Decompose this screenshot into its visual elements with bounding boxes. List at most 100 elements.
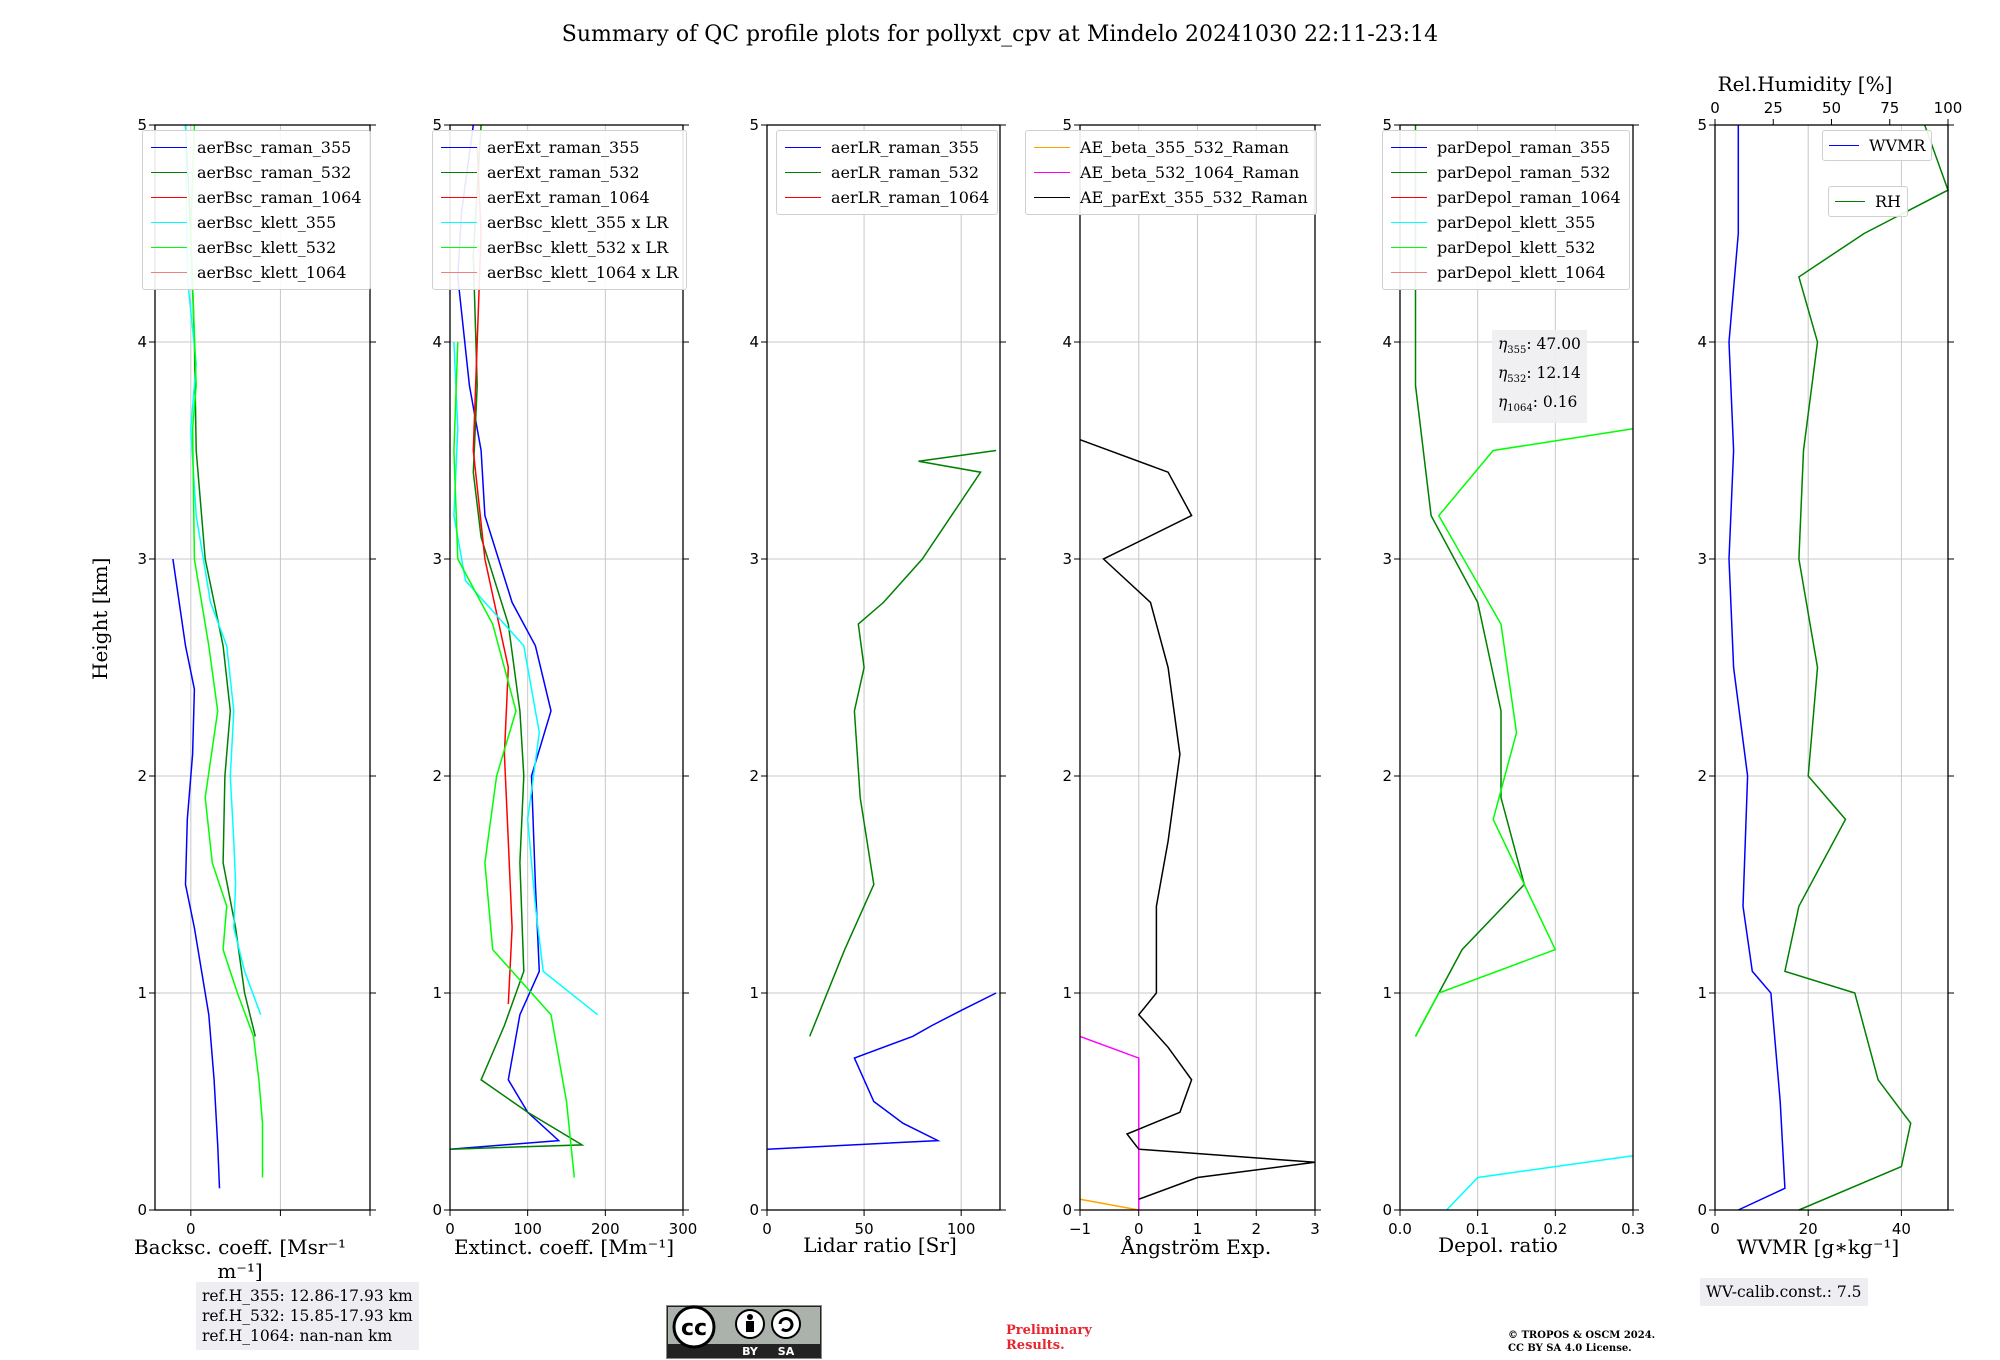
series-AE_parExt_355_532_Raman bbox=[1079, 438, 1316, 1200]
legend-rh: RH bbox=[1828, 186, 1908, 217]
x-tick-label: 0.1 bbox=[1466, 1220, 1490, 1238]
y-tick-label: 5 bbox=[432, 116, 442, 134]
legend-entry: parDepol_klett_532 bbox=[1391, 235, 1621, 260]
panel-bsc: 0 0 1 2 3 4 5 bbox=[137, 116, 376, 1238]
y-tick-label: 2 bbox=[432, 767, 442, 785]
panel-dep: 0.0 0.1 0.2 0.3 0 1 2 3 4 5 bbox=[1382, 116, 1644, 1238]
y-tick-label: 3 bbox=[432, 550, 442, 568]
y-tick-label: 3 bbox=[137, 550, 147, 568]
x-tick-label: 0.3 bbox=[1621, 1220, 1645, 1238]
cc-license-logo: cc BY SA bbox=[666, 1305, 822, 1359]
legend-entry: aerExt_raman_1064 bbox=[441, 185, 678, 210]
y-tick-label: 0 bbox=[1062, 1201, 1072, 1219]
legend-entry: aerLR_raman_355 bbox=[785, 135, 989, 160]
x-tick-label: −1 bbox=[1069, 1220, 1091, 1238]
legend-entry: aerBsc_raman_532 bbox=[151, 160, 362, 185]
eta-532: η532: 12.14 bbox=[1498, 364, 1581, 386]
legend-entry: parDepol_raman_355 bbox=[1391, 135, 1621, 160]
legend-entry: aerBsc_klett_1064 bbox=[151, 260, 362, 285]
y-tick-label: 0 bbox=[137, 1201, 147, 1219]
y-tick-label: 4 bbox=[1062, 333, 1072, 351]
x-tick-label: 1 bbox=[1193, 1220, 1203, 1238]
y-tick-label: 5 bbox=[137, 116, 147, 134]
y-tick-label: 5 bbox=[749, 116, 759, 134]
y-tick-label: 3 bbox=[1382, 550, 1392, 568]
x-tick-label: 40 bbox=[1892, 1220, 1911, 1238]
legend-entry: parDepol_klett_1064 bbox=[1391, 260, 1621, 285]
eta-1064: η1064: 0.16 bbox=[1498, 393, 1578, 415]
series-parDepol_raman_532 bbox=[1414, 125, 1526, 1037]
series-AE_beta_532_1064_Raman bbox=[1079, 1035, 1140, 1210]
legend-entry: aerBsc_klett_532 bbox=[151, 235, 362, 260]
y-tick-label: 3 bbox=[1697, 550, 1707, 568]
y-tick-label: 0 bbox=[1697, 1201, 1707, 1219]
legend-entry: parDepol_klett_355 bbox=[1391, 210, 1621, 235]
y-tick-label: 1 bbox=[432, 984, 442, 1002]
y-tick-label: 4 bbox=[1382, 333, 1392, 351]
axes-frame bbox=[1399, 124, 1634, 1211]
xlabel-dep: Depol. ratio bbox=[1438, 1233, 1558, 1257]
legend-entry: aerBsc_raman_355 bbox=[151, 135, 362, 160]
legend-entry: AE_beta_532_1064_Raman bbox=[1034, 160, 1308, 185]
series-aerExt_raman_355 bbox=[449, 124, 561, 1150]
axes-frame bbox=[449, 124, 684, 1211]
x-tick-label: 0 bbox=[762, 1220, 772, 1238]
y-tick-label: 2 bbox=[1382, 767, 1392, 785]
x-tick-label: 200 bbox=[591, 1220, 620, 1238]
x-tick-label: 100 bbox=[513, 1220, 542, 1238]
top-tick-label: 75 bbox=[1880, 99, 1899, 117]
top-tick-label: 100 bbox=[1934, 99, 1963, 117]
series-parDepol_klett_532 bbox=[1414, 428, 1634, 1037]
rh-axis-label: Rel.Humidity [%] bbox=[1717, 72, 1893, 96]
legend-entry: aerLR_raman_532 bbox=[785, 160, 989, 185]
x-tick-label: 2 bbox=[1251, 1220, 1261, 1238]
y-tick-label: 3 bbox=[749, 550, 759, 568]
xlabel-bsc: Backsc. coeff. [Msr⁻¹ m⁻¹] bbox=[133, 1235, 347, 1283]
series-AE_beta_355_532_Raman bbox=[1079, 1198, 1139, 1211]
y-tick-label: 1 bbox=[1382, 984, 1392, 1002]
series-aerExt_raman_532 bbox=[449, 124, 585, 1150]
y-tick-label: 0 bbox=[749, 1201, 759, 1219]
legend-entry: aerLR_raman_1064 bbox=[785, 185, 989, 210]
legend-entry: aerExt_raman_532 bbox=[441, 160, 678, 185]
legend-wvmr: WVMR bbox=[1822, 130, 1933, 161]
x-tick-label: 0.0 bbox=[1388, 1220, 1412, 1238]
legend-dep: parDepol_raman_355 parDepol_raman_532 pa… bbox=[1382, 130, 1630, 290]
x-tick-label: 0 bbox=[186, 1220, 196, 1238]
y-axis-label: Height [km] bbox=[88, 557, 112, 680]
y-tick-label: 2 bbox=[749, 767, 759, 785]
cc-sa-text: SA bbox=[778, 1345, 795, 1358]
series-aerBsc_klett_355 x LR bbox=[453, 341, 599, 1016]
legend-entry: parDepol_raman_1064 bbox=[1391, 185, 1621, 210]
legend-entry: AE_parExt_355_532_Raman bbox=[1034, 185, 1308, 210]
legend-ae: AE_beta_355_532_Raman AE_beta_532_1064_R… bbox=[1025, 130, 1317, 215]
y-tick-label: 0 bbox=[1382, 1201, 1392, 1219]
y-tick-label: 4 bbox=[432, 333, 442, 351]
legend-entry: aerBsc_raman_1064 bbox=[151, 185, 362, 210]
legend-entry: aerBsc_klett_1064 x LR bbox=[441, 260, 678, 285]
series-RH bbox=[1784, 124, 1949, 1211]
y-tick-label: 4 bbox=[749, 333, 759, 351]
reference-height-box: ref.H_355: 12.86-17.93 km ref.H_532: 15.… bbox=[196, 1282, 419, 1350]
y-tick-label: 3 bbox=[1062, 550, 1072, 568]
x-tick-label: 100 bbox=[947, 1220, 976, 1238]
series-aerLR_raman_532 bbox=[809, 449, 997, 1037]
refh-355: ref.H_355: 12.86-17.93 km bbox=[202, 1287, 413, 1305]
series-parDepol_klett_355 bbox=[1446, 1155, 1634, 1211]
series-aerBsc_raman_355 bbox=[172, 558, 221, 1189]
legend-lr: aerLR_raman_355 aerLR_raman_532 aerLR_ra… bbox=[776, 130, 999, 215]
y-tick-label: 0 bbox=[432, 1201, 442, 1219]
y-tick-label: 1 bbox=[1697, 984, 1707, 1002]
axes-frame bbox=[154, 124, 371, 1211]
x-tick-label: 0 bbox=[1710, 1220, 1720, 1238]
y-tick-label: 5 bbox=[1697, 116, 1707, 134]
series-WVMR bbox=[1728, 125, 1786, 1211]
legend-ext: aerExt_raman_355 aerExt_raman_532 aerExt… bbox=[432, 130, 688, 290]
x-tick-label: 300 bbox=[669, 1220, 698, 1238]
legend-entry: AE_beta_355_532_Raman bbox=[1034, 135, 1308, 160]
panel-wv: 0 20 40 0 1 2 3 4 5 bbox=[1697, 116, 1954, 1238]
refh-532: ref.H_532: 15.85-17.93 km bbox=[202, 1307, 413, 1325]
y-tick-label: 4 bbox=[1697, 333, 1707, 351]
axes-frame bbox=[1714, 124, 1949, 1211]
x-tick-label: 0 bbox=[445, 1220, 455, 1238]
